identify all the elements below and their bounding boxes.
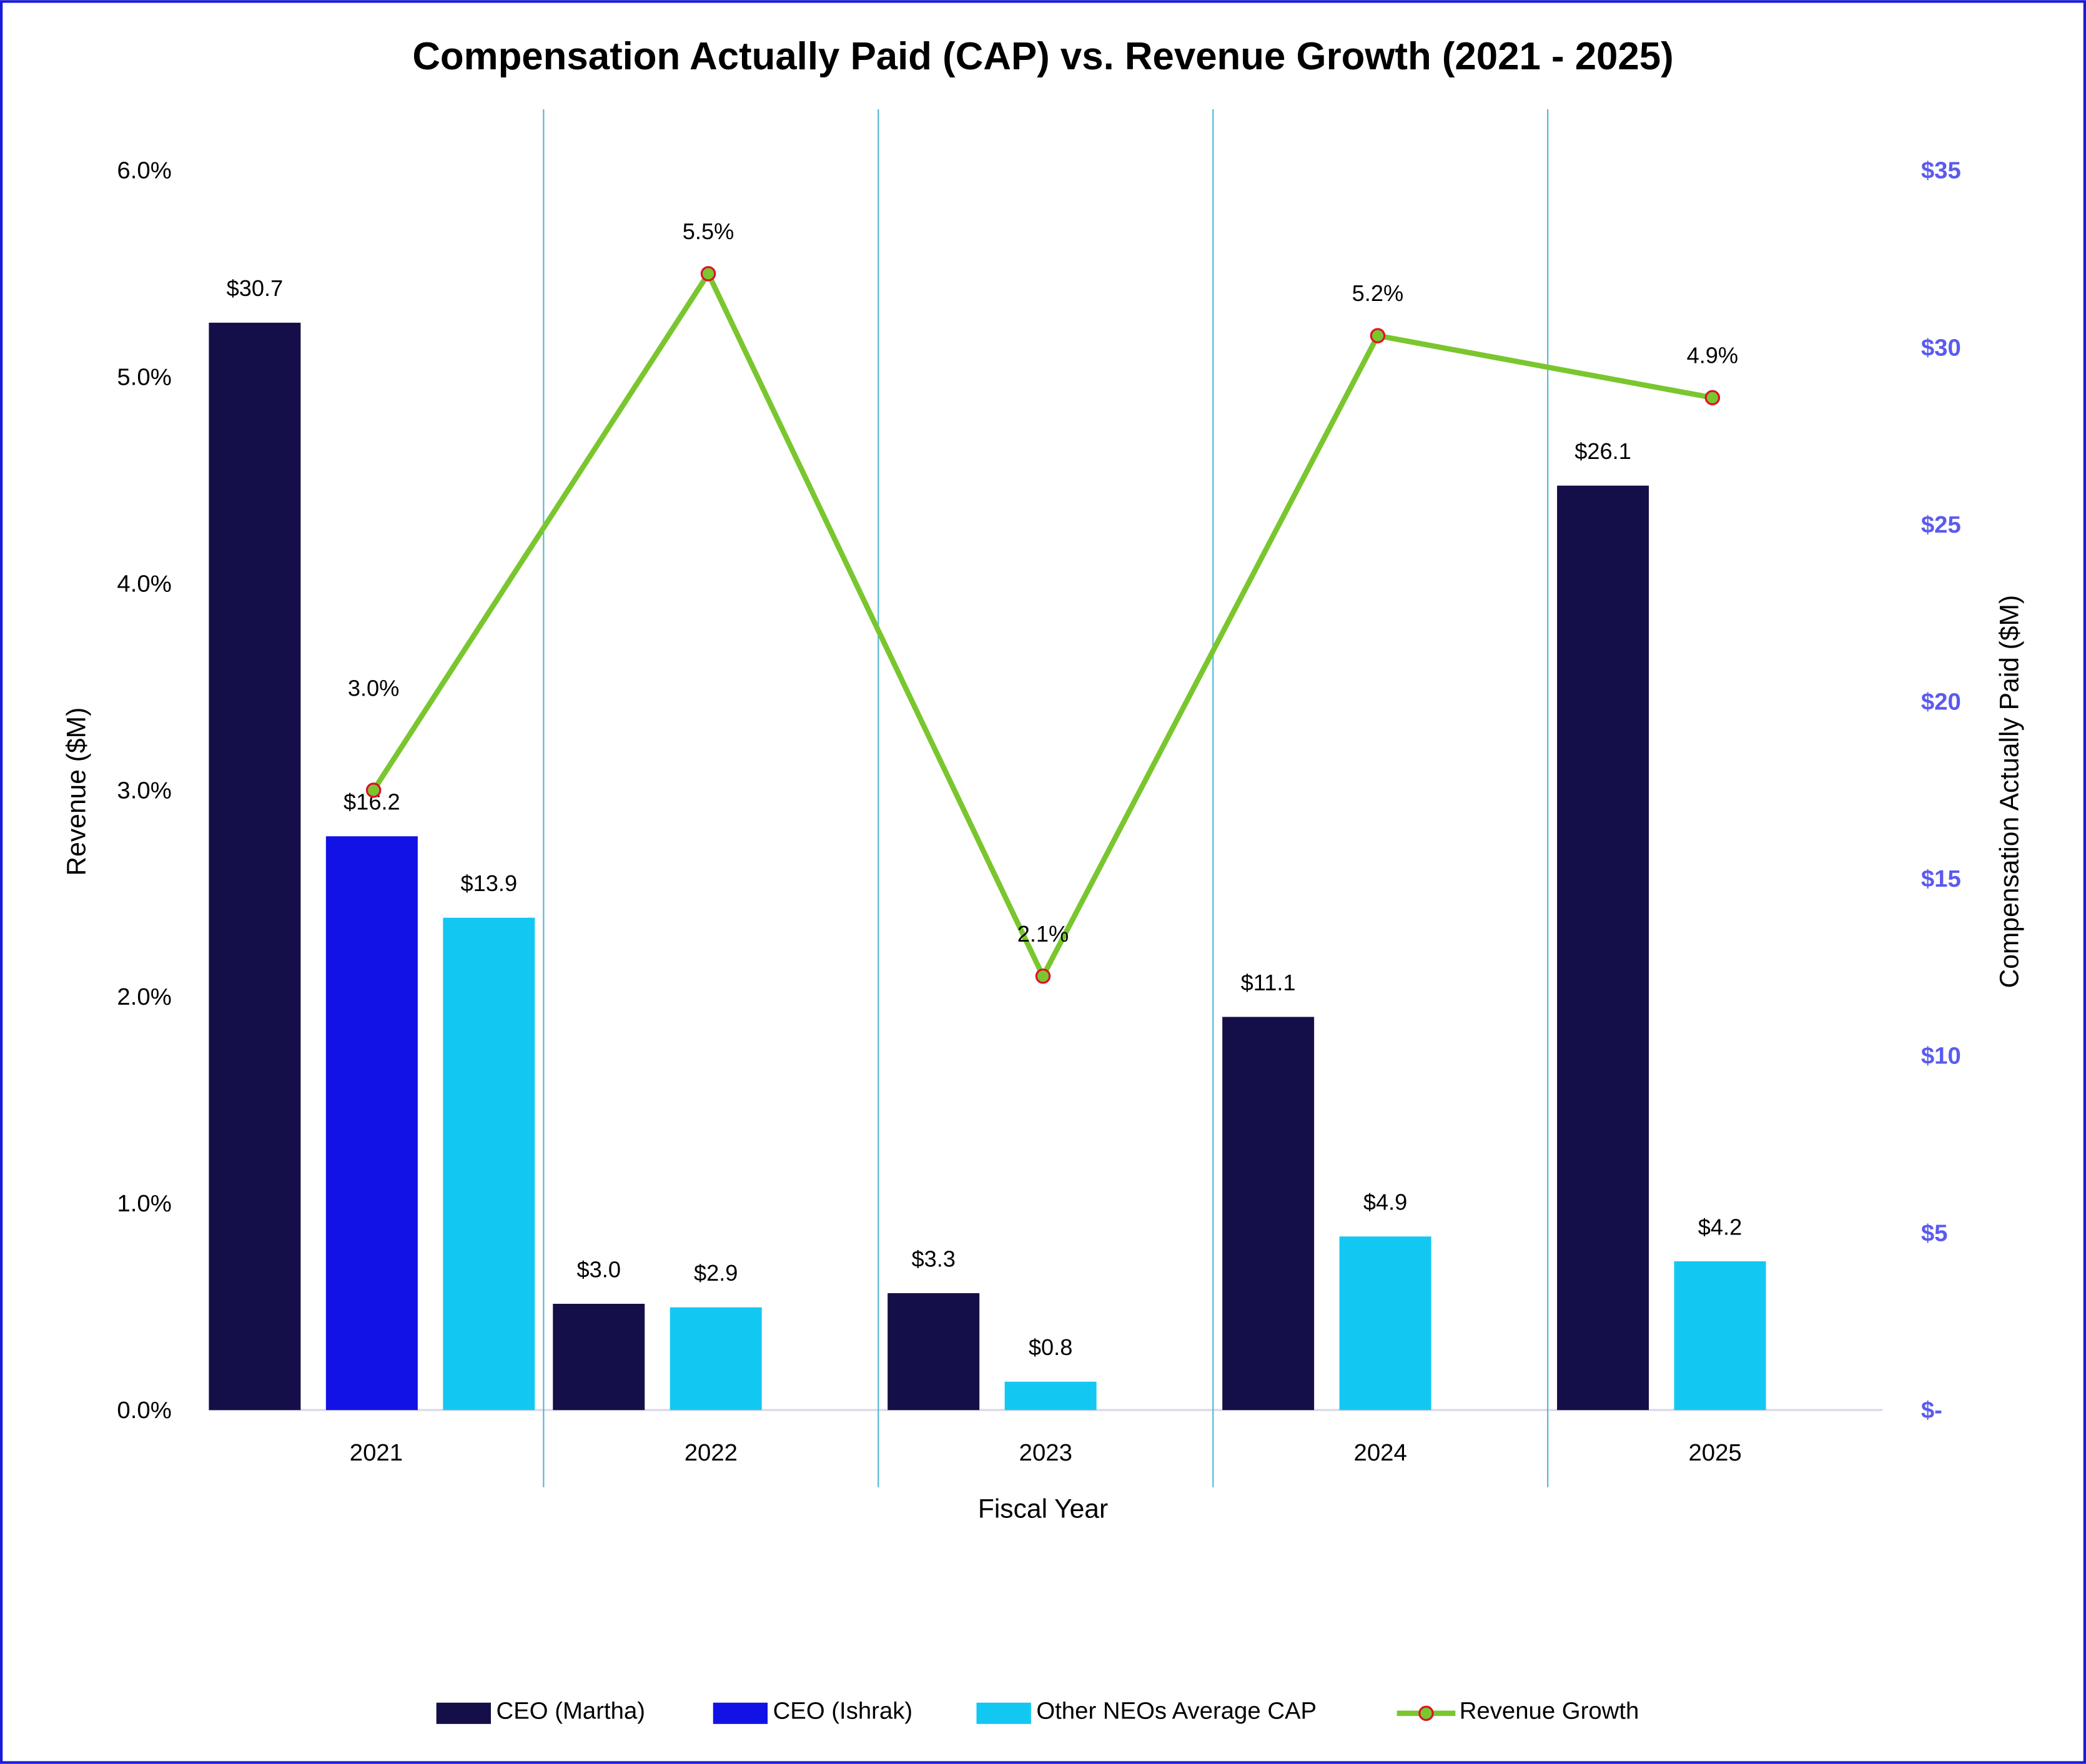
legend-marker xyxy=(1418,1705,1434,1722)
revenue-growth-marker xyxy=(700,266,716,282)
x-tick-label: 2022 xyxy=(685,1439,738,1466)
y-right-tick-label: $30 xyxy=(1921,334,1961,361)
bar-data-label: $26.1 xyxy=(1574,438,1631,464)
y-right-tick-label: $35 xyxy=(1921,157,1961,184)
bar-other-neos-average-cap-2025 xyxy=(1674,1261,1766,1411)
y-axis-right-label: Compensation Actually Paid ($M) xyxy=(1994,595,2024,988)
y-right-tick-label: $5 xyxy=(1921,1220,1948,1246)
bar-ceo-martha--2021 xyxy=(209,322,301,1411)
bar-data-label: $0.8 xyxy=(1029,1334,1072,1360)
revenue-growth-label: 4.9% xyxy=(1687,342,1739,368)
y-right-tick-label: $10 xyxy=(1921,1043,1961,1070)
bar-ceo-martha--2023 xyxy=(887,1293,980,1411)
legend: CEO (Martha) CEO (Ishrak) Other NEOs Avera… xyxy=(436,1697,1639,1724)
bar-data-label: $3.3 xyxy=(911,1246,955,1271)
y-right-tick-label: $20 xyxy=(1921,688,1961,715)
x-axis-label: Fiscal Year xyxy=(978,1494,1108,1524)
bar-data-label: $13.9 xyxy=(461,870,518,896)
legend-swatch xyxy=(976,1702,1031,1724)
bar-data-label: $4.2 xyxy=(1698,1214,1742,1239)
revenue-growth-marker xyxy=(1704,390,1721,406)
y-left-tick-label: 4.0% xyxy=(117,570,171,597)
legend-label: Other NEOs Average CAP xyxy=(1036,1697,1317,1724)
y-left-tick-label: 3.0% xyxy=(117,777,171,804)
y-right-tick-label: $25 xyxy=(1921,511,1961,538)
bar-ceo-martha--2024 xyxy=(1222,1017,1315,1411)
bar-data-label: $30.7 xyxy=(227,275,284,301)
bar-ceo-martha--2022 xyxy=(553,1303,645,1411)
bar-data-label: $3.0 xyxy=(577,1256,621,1282)
legend-label: CEO (Martha) xyxy=(497,1697,646,1724)
revenue-growth-marker xyxy=(1035,968,1051,984)
revenue-growth-marker xyxy=(365,782,382,798)
bar-other-neos-average-cap-2022 xyxy=(670,1307,762,1411)
legend-label: CEO (Ishrak) xyxy=(773,1697,913,1724)
y-left-tick-label: 1.0% xyxy=(117,1190,171,1217)
bar-ceo-ishrak--2021 xyxy=(325,836,418,1411)
x-tick-label: 2025 xyxy=(1688,1439,1741,1466)
revenue-growth-marker xyxy=(1370,328,1386,343)
revenue-growth-label: 5.5% xyxy=(683,219,734,244)
x-tick-label: 2023 xyxy=(1019,1439,1072,1466)
y-left-tick-label: 6.0% xyxy=(117,157,171,184)
y-axis-left-label: Revenue ($M) xyxy=(61,707,91,876)
y-left-tick-label: 5.0% xyxy=(117,364,171,391)
revenue-growth-label: 2.1% xyxy=(1017,921,1069,947)
chart-title: Compensation Actually Paid (CAP) vs. Rev… xyxy=(412,35,1673,78)
revenue-growth-label: 3.0% xyxy=(348,675,400,701)
bar-ceo-martha--2025 xyxy=(1557,485,1649,1411)
y-left-tick-label: 2.0% xyxy=(117,983,171,1010)
x-tick-label: 2021 xyxy=(350,1439,403,1466)
legend-label: Revenue Growth xyxy=(1460,1697,1639,1724)
bar-other-neos-average-cap-2024 xyxy=(1339,1236,1431,1411)
legend-swatch xyxy=(436,1702,492,1724)
bar-other-neos-average-cap-2023 xyxy=(1004,1381,1097,1411)
revenue-growth-label: 5.2% xyxy=(1352,280,1404,306)
legend-swatch xyxy=(713,1702,768,1724)
bar-other-neos-average-cap-2021 xyxy=(443,917,535,1411)
bar-data-label: $11.1 xyxy=(1241,970,1296,995)
y-right-tick-label: $15 xyxy=(1921,865,1961,892)
y-right-tick-label: $- xyxy=(1921,1397,1942,1424)
y-left-tick-label: 0.0% xyxy=(117,1397,171,1424)
bar-data-label: $4.9 xyxy=(1363,1190,1407,1215)
bar-data-label: $2.9 xyxy=(694,1260,738,1286)
x-tick-label: 2024 xyxy=(1354,1439,1407,1466)
